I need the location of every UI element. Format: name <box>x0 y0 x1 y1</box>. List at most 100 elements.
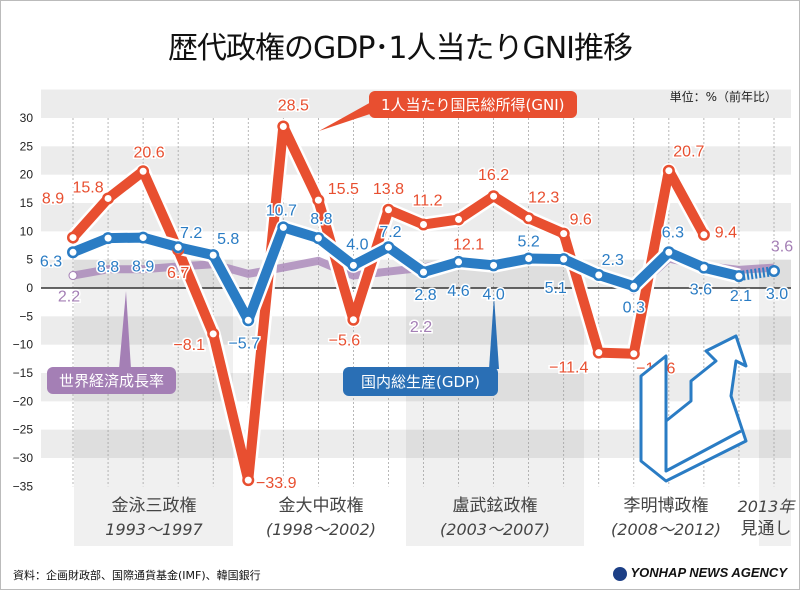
era-name: 盧武鉉政権 <box>452 496 538 516</box>
gni-data-label: 28.5 <box>278 97 309 114</box>
gni-data-label: 12.1 <box>453 236 484 253</box>
gni-point <box>700 231 708 239</box>
era-years: 見通し <box>740 519 792 539</box>
era-kim-dae-jung: 金大中政権 (1998～2002) <box>241 495 401 541</box>
gdp-point <box>630 282 638 290</box>
gdp-data-label: 6.3 <box>40 253 62 270</box>
gdp-data-label: 2.8 <box>414 287 436 304</box>
gni-point <box>279 122 287 130</box>
gni-point <box>420 221 427 229</box>
gdp-data-label: 3.6 <box>690 282 712 299</box>
gdp-data-label: 5.8 <box>217 231 239 248</box>
gdp-point <box>349 261 357 269</box>
gdp-data-label: 2.1 <box>730 288 752 305</box>
gdp-data-label: 8.8 <box>310 211 332 228</box>
arrow-shape <box>639 334 748 483</box>
gdp-point <box>735 272 743 280</box>
y-tick-label: 25 <box>20 139 34 153</box>
gni-point <box>209 330 217 338</box>
arrow-edge <box>664 421 742 473</box>
y-tick-label: 5 <box>26 253 33 267</box>
y-tick-label: 10 <box>20 224 34 238</box>
y-tick-label: 20 <box>20 168 34 182</box>
gdp-data-label: 10.7 <box>266 202 297 219</box>
gni-point <box>139 167 147 175</box>
era-name: 金泳三政権 <box>111 496 197 516</box>
gdp-point <box>69 248 77 256</box>
y-tick-label: −5 <box>19 309 33 323</box>
gni-data-label: −8.1 <box>173 337 205 354</box>
gdp-data-label: 7.2 <box>180 225 202 242</box>
era-lee-myung-bak: 李明博政権 (2008～2012) <box>586 495 746 541</box>
gni-point <box>244 476 252 484</box>
gdp-data-label: 4.0 <box>482 286 504 303</box>
gdp-point <box>700 264 708 272</box>
gni-point <box>665 167 673 175</box>
y-tick-label: −30 <box>13 451 34 465</box>
gni-point <box>630 350 638 358</box>
legend-pointer <box>319 101 373 131</box>
era-name: 金大中政権 <box>278 496 364 516</box>
gdp-point <box>104 234 112 242</box>
y-tick-label: −25 <box>13 423 34 437</box>
gdp-data-label: 5.2 <box>518 234 540 251</box>
gdp-point <box>244 316 252 324</box>
gdp-point <box>139 234 147 242</box>
gdp-point <box>455 258 463 266</box>
era-name: 2013年 <box>737 497 795 516</box>
world-point <box>68 271 78 281</box>
chart-title: 歴代政権のGDP･1人当たりGNI推移 <box>167 31 633 66</box>
gni-point <box>560 230 568 238</box>
era-kim-young-sam: 金泳三政権 1993～1997 <box>74 495 234 541</box>
gdp-data-label: 7.2 <box>379 224 401 241</box>
era-years: (2003～2007) <box>440 520 550 539</box>
gdp-point <box>174 243 182 251</box>
gni-data-label: −5.6 <box>329 333 361 350</box>
gni-point <box>384 206 392 214</box>
gni-data-label: 15.8 <box>72 179 103 196</box>
world-data-label: 2.2 <box>410 319 432 336</box>
gdp-point <box>770 267 778 275</box>
gni-data-label: 9.4 <box>715 225 737 242</box>
gdp-data-label: −5.7 <box>228 335 260 352</box>
gni-data-label: 15.5 <box>328 181 359 198</box>
gdp-data-label: 8.8 <box>97 259 119 276</box>
yonhap-logo-icon <box>612 566 627 581</box>
rising-arrow-icon <box>639 334 748 483</box>
gdp-point <box>525 255 533 263</box>
gdp-point <box>665 248 673 256</box>
legend-world: 世界経済成長率 <box>47 367 177 394</box>
gni-point <box>104 194 112 202</box>
gni-data-label: 11.2 <box>413 193 443 210</box>
gdp-data-label: 2.3 <box>602 252 624 269</box>
gni-data-label: 6.7 <box>167 265 189 282</box>
gdp-data-label: 8.9 <box>132 259 154 276</box>
gdp-data-label: 4.6 <box>447 283 469 300</box>
y-tick-label: −35 <box>13 479 34 493</box>
era-name: 李明博政権 <box>623 496 709 516</box>
era-years: (2008～2012) <box>611 520 721 539</box>
gni-data-label: 20.6 <box>134 144 165 161</box>
era-band <box>406 259 584 546</box>
unit-label: 単位：%（前年比） <box>669 90 777 104</box>
gni-data-label: −33.9 <box>256 475 297 492</box>
legend-pointer <box>489 296 499 369</box>
gdp-point <box>560 255 568 263</box>
era-years: 1993～1997 <box>105 520 203 539</box>
gni-data-label: −11.4 <box>549 360 588 377</box>
y-tick-label: −20 <box>13 394 34 408</box>
gni-data-label: 13.8 <box>373 181 404 198</box>
gdp-point <box>490 261 498 269</box>
era-years: (1998～2002) <box>266 520 376 539</box>
gni-point <box>349 316 357 324</box>
world-data-label: 3.6 <box>771 239 793 256</box>
gdp-point <box>384 243 392 251</box>
gdp-data-label: 6.3 <box>662 224 684 241</box>
era-2013-forecast: 2013年見通し <box>731 495 799 541</box>
gdp-point <box>314 234 322 242</box>
agency-logo: YONHAP NEWS AGENCY <box>612 565 787 581</box>
gdp-point <box>420 268 427 276</box>
y-tick-label: 15 <box>20 196 34 210</box>
y-tick-label: −10 <box>13 338 34 352</box>
